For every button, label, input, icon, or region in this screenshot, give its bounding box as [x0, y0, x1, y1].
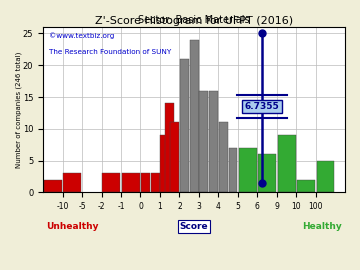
- Text: Unhealthy: Unhealthy: [46, 222, 99, 231]
- Bar: [44, 180, 62, 193]
- Text: 6.7355: 6.7355: [245, 102, 279, 111]
- Bar: [63, 173, 81, 193]
- Bar: [219, 122, 228, 193]
- Bar: [239, 148, 257, 193]
- Bar: [297, 180, 315, 193]
- Bar: [229, 148, 238, 193]
- Text: Sector: Basic Materials: Sector: Basic Materials: [138, 15, 250, 25]
- Text: Healthy: Healthy: [302, 222, 342, 231]
- Bar: [190, 40, 198, 193]
- Bar: [199, 91, 208, 193]
- Bar: [165, 103, 174, 193]
- Bar: [180, 59, 189, 193]
- Bar: [278, 135, 296, 193]
- Text: The Research Foundation of SUNY: The Research Foundation of SUNY: [49, 49, 171, 55]
- Text: ©www.textbiz.org: ©www.textbiz.org: [49, 32, 114, 39]
- Bar: [258, 154, 276, 193]
- Bar: [150, 173, 159, 193]
- Bar: [160, 135, 169, 193]
- Bar: [316, 161, 334, 193]
- Bar: [102, 173, 120, 193]
- Bar: [170, 122, 179, 193]
- Y-axis label: Number of companies (246 total): Number of companies (246 total): [15, 52, 22, 168]
- Bar: [209, 91, 218, 193]
- Text: Score: Score: [180, 222, 208, 231]
- Bar: [141, 173, 150, 193]
- Bar: [122, 173, 140, 193]
- Title: Z'-Score Histogram for UFPT (2016): Z'-Score Histogram for UFPT (2016): [95, 16, 293, 26]
